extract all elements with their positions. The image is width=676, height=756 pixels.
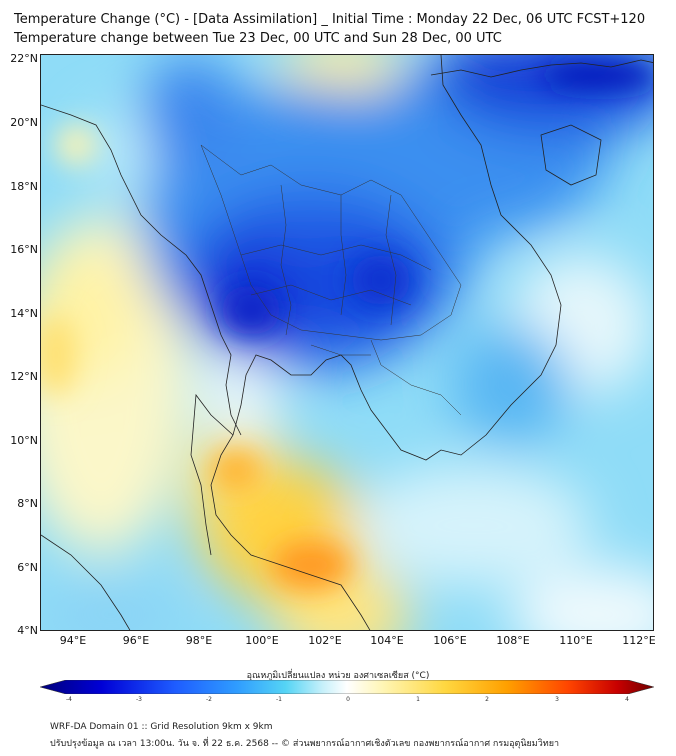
lon-label-94e: 94°E	[59, 634, 87, 647]
footer-credit: ปรับปรุงข้อมูล ณ เวลา 13:00น. วัน จ. ที่…	[50, 739, 560, 749]
colorbar-bar	[40, 680, 654, 694]
colorbar	[40, 680, 654, 694]
map-canvas	[41, 55, 653, 630]
lon-label-102e: 102°E	[308, 634, 342, 647]
lat-label-6n: 6°N	[17, 561, 38, 574]
footer-resolution: WRF-DA Domain 01 :: Grid Resolution 9km …	[50, 722, 273, 732]
colorbar-tick-0: 0	[346, 696, 350, 703]
colorbar-tick-minus2: -2	[206, 696, 212, 703]
colorbar-tick-2: 2	[485, 696, 489, 703]
lon-label-108e: 108°E	[496, 634, 530, 647]
province-borders	[200, 144, 462, 416]
colorbar-label: อุณหภูมิเปลี่ยนแปลง หน่วย องศาเซลเซียส (…	[246, 671, 430, 681]
lon-label-96e: 96°E	[122, 634, 150, 647]
lon-label-98e: 98°E	[185, 634, 213, 647]
lon-label-106e: 106°E	[433, 634, 467, 647]
map-subtitle: Temperature change between Tue 23 Dec, 0…	[14, 31, 502, 46]
lat-label-12n: 12°N	[10, 370, 38, 383]
temperature-change-map	[40, 54, 654, 631]
colorbar-tick-minus4: -4	[66, 696, 72, 703]
lat-label-20n: 20°N	[10, 116, 38, 129]
lat-label-16n: 16°N	[10, 243, 38, 256]
lon-label-104e: 104°E	[370, 634, 404, 647]
coastlines	[41, 55, 653, 630]
colorbar-tick-1: 1	[416, 696, 420, 703]
colorbar-tick-minus1: -1	[276, 696, 282, 703]
lat-label-22n: 22°N	[10, 52, 38, 65]
map-title: Temperature Change (°C) - [Data Assimila…	[14, 12, 646, 27]
lon-label-112e: 112°E	[622, 634, 656, 647]
lat-label-18n: 18°N	[10, 180, 38, 193]
colorbar-tick-4: 4	[625, 696, 629, 703]
lat-label-4n: 4°N	[17, 624, 38, 637]
lon-label-100e: 100°E	[245, 634, 279, 647]
temperature-field-detail	[41, 60, 653, 590]
colorbar-tick-3: 3	[555, 696, 559, 703]
lat-label-14n: 14°N	[10, 307, 38, 320]
lat-label-10n: 10°N	[10, 434, 38, 447]
colorbar-tick-minus3: -3	[136, 696, 142, 703]
lon-label-110e: 110°E	[559, 634, 593, 647]
lat-label-8n: 8°N	[17, 497, 38, 510]
